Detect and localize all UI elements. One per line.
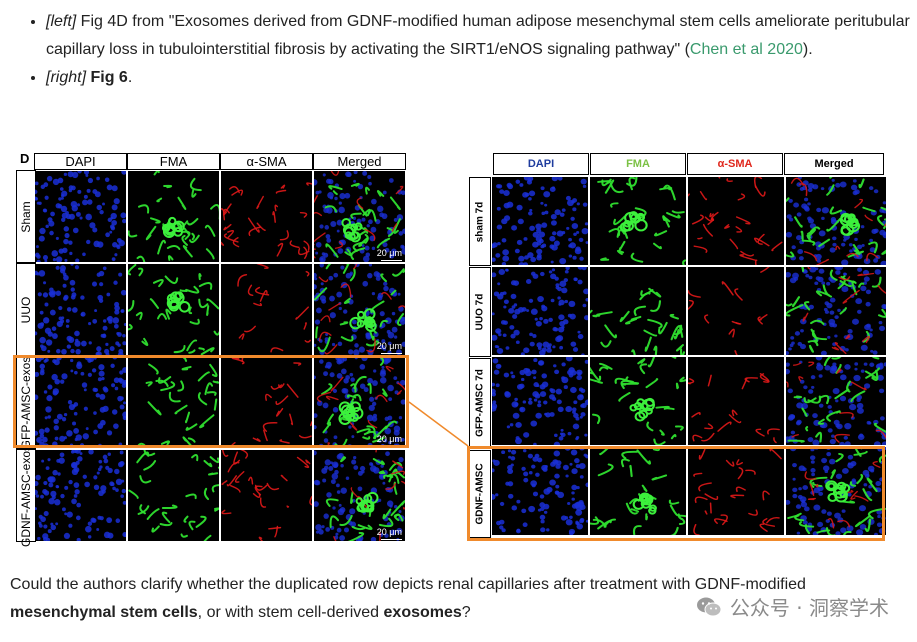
- micrograph-tile-asma: [688, 177, 784, 265]
- micrograph-tile-dapi: [35, 171, 126, 262]
- row-label-sham-7d: sham 7d: [469, 177, 491, 266]
- micrograph-tile-asma: [221, 171, 312, 262]
- micrograph-tile-fma: [590, 177, 686, 265]
- micrograph-tile-merged: [786, 177, 886, 265]
- micrograph-tile-asma: [688, 447, 784, 535]
- micrograph-tile-merged: [786, 267, 886, 355]
- figure-left: D DAPI FMA α-SMA Merged Sham UUO GFP-AMS…: [14, 150, 408, 547]
- micrograph-tile-asma: [688, 267, 784, 355]
- bullet-right: [right] Fig 6.: [46, 64, 917, 92]
- scale-bar-label: 20 μm: [376, 341, 403, 354]
- citation-link[interactable]: Chen et al 2020: [689, 41, 803, 58]
- row-label-sham: Sham: [16, 170, 36, 263]
- column-header-asma: α-SMA: [220, 153, 313, 170]
- bullet-text-end: .: [127, 69, 133, 86]
- bullet-tag: [right]: [46, 69, 87, 86]
- micrograph-tile-fma: [128, 357, 219, 448]
- micrograph-tile-dapi: [492, 177, 588, 265]
- micrograph-tile-merged: [786, 357, 886, 445]
- bullet-list: [left] Fig 4D from "Exosomes derived fro…: [18, 8, 917, 92]
- scale-bar-label: 20 μm: [376, 527, 403, 540]
- micrograph-tile-fma: [128, 264, 219, 355]
- wechat-icon: [696, 597, 722, 616]
- micrograph-tile-dapi: [492, 267, 588, 355]
- micrograph-tile-dapi: [35, 264, 126, 355]
- micrograph-tile-merged: 20 μm: [314, 357, 405, 448]
- micrograph-tile-asma: [221, 450, 312, 541]
- micrograph-tile-merged: 20 μm: [314, 264, 405, 355]
- micrograph-tile-merged: [786, 447, 886, 535]
- question-text: Could the authors clarify whether the du…: [10, 576, 806, 621]
- micrograph-tile-fma: [590, 267, 686, 355]
- scale-bar-label: 20 μm: [376, 248, 403, 261]
- panel-letter: D: [20, 151, 30, 166]
- column-header-merged: Merged: [313, 153, 406, 170]
- column-header-dapi: DAPI: [493, 153, 589, 175]
- bullet-figure-ref: Fig 6: [90, 69, 128, 86]
- micrograph-tile-asma: [221, 264, 312, 355]
- bullet-text: Fig 4D from "Exosomes derived from GDNF-…: [46, 13, 910, 58]
- watermark-text: 公众号 · 洞察学术: [729, 596, 889, 620]
- column-header-fma: FMA: [590, 153, 686, 175]
- micrograph-tile-fma: [128, 171, 219, 262]
- bullet-left: [left] Fig 4D from "Exosomes derived fro…: [46, 8, 917, 64]
- micrograph-tile-fma: [590, 447, 686, 535]
- row-label-gfp-amsc-7d: GFP-AMSC 7d: [469, 358, 491, 448]
- row-label-gdnf-amsc: GDNF-AMSC: [469, 450, 491, 538]
- micrograph-tile-dapi: [35, 450, 126, 541]
- row-label-gdnf-amsc-exos: GDNF-AMSC-exos: [16, 444, 36, 547]
- bold-term-msc: mesenchymal stem cells: [10, 604, 198, 621]
- row-label-gfp-amsc-exos: GFP-AMSC-exos: [16, 356, 36, 449]
- column-header-merged: Merged: [784, 153, 884, 175]
- bullet-tag: [left]: [46, 13, 77, 30]
- micrograph-tile-dapi: [35, 357, 126, 448]
- figure-right: DAPI FMA α-SMA Merged sham 7d UUO 7d GFP…: [466, 153, 886, 541]
- column-header-fma: FMA: [127, 153, 220, 170]
- micrograph-tile-fma: [128, 450, 219, 541]
- micrograph-tile-fma: [590, 357, 686, 445]
- micrograph-tile-merged: 20 μm: [314, 450, 405, 541]
- micrograph-tile-dapi: [492, 357, 588, 445]
- row-label-uuo-7d: UUO 7d: [469, 267, 491, 357]
- column-header-asma: α-SMA: [687, 153, 783, 175]
- watermark: 公众号 · 洞察学术: [696, 592, 889, 621]
- row-label-uuo: UUO: [16, 263, 36, 356]
- micrograph-tile-asma: [221, 357, 312, 448]
- scale-bar-label: 20 μm: [376, 434, 403, 447]
- micrograph-tile-dapi: [492, 447, 588, 535]
- micrograph-tile-merged: 20 μm: [314, 171, 405, 262]
- bullet-text-end: ).: [802, 41, 813, 58]
- bold-term-exosomes: exosomes: [383, 604, 462, 621]
- micrograph-tile-asma: [688, 357, 784, 445]
- column-header-dapi: DAPI: [34, 153, 127, 170]
